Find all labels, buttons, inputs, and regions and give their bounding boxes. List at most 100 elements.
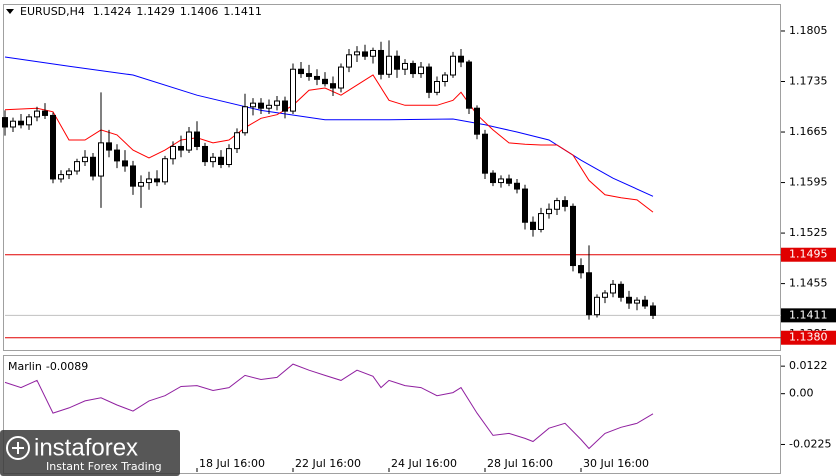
candle-body <box>506 178 512 184</box>
logo: instaforex Instant Forex Trading <box>0 430 180 476</box>
level-label: 1.1380 <box>789 331 828 344</box>
candle-body <box>154 178 160 183</box>
candle-body <box>298 68 304 75</box>
candle-body <box>498 178 504 184</box>
candle-body <box>130 165 136 187</box>
candle-body <box>426 66 432 93</box>
logo-tagline: Instant Forex Trading <box>46 460 162 473</box>
candle-body <box>338 66 344 89</box>
candle-body <box>378 49 384 75</box>
candle-body <box>74 161 80 172</box>
candle-body <box>594 296 600 316</box>
symbol: EURUSD,H4 <box>20 5 85 18</box>
candle-body <box>610 283 616 294</box>
candle-body <box>98 142 104 177</box>
level-box <box>781 247 836 262</box>
candle-body <box>34 110 40 118</box>
candle-body <box>418 66 424 75</box>
y2-tick-label: -0.0225 <box>789 437 831 450</box>
candle-body <box>634 299 640 304</box>
collapse-arrow <box>6 9 14 14</box>
candle-body <box>450 55 456 76</box>
candle-body <box>226 148 232 166</box>
main-panel <box>3 4 781 351</box>
candle-body <box>274 100 280 106</box>
y2-tick-label: 0.00 <box>789 387 814 400</box>
candle-body <box>586 272 592 316</box>
candle-body <box>642 299 648 307</box>
candle-body <box>90 156 96 177</box>
candle-body <box>234 132 240 150</box>
candle-body <box>354 51 360 56</box>
level-box <box>781 330 836 345</box>
candle-body <box>362 51 368 57</box>
candle-body <box>258 102 264 109</box>
candle-body <box>266 104 272 109</box>
candle-body <box>474 107 480 135</box>
open-value: 1.1424 <box>93 5 132 18</box>
x-tick-label: 30 Jul 16:00 <box>583 457 649 470</box>
candle-body <box>466 61 472 109</box>
candle-body <box>458 55 464 63</box>
y-tick-label: 1.1455 <box>789 277 828 290</box>
y-tick-label: 1.1595 <box>789 176 828 189</box>
indicator-line <box>4 363 654 450</box>
candle-body <box>146 178 152 184</box>
candle-body <box>346 54 352 68</box>
candle-body <box>602 292 608 298</box>
moving-average <box>4 74 654 213</box>
candle-body <box>554 200 560 210</box>
moving-average <box>4 56 654 197</box>
candle-body <box>562 200 568 207</box>
candle-body <box>114 149 120 162</box>
candle-body <box>242 106 248 134</box>
candle-body <box>290 68 296 112</box>
candle-body <box>122 160 128 167</box>
candle-body <box>626 296 632 304</box>
candle-body <box>514 182 520 190</box>
candle-body <box>402 62 408 70</box>
y-tick-label: 1.1735 <box>789 75 828 88</box>
logo-brand: instaforex <box>34 434 138 461</box>
current-price-label: 1.1411 <box>789 308 828 321</box>
candle-body <box>58 174 64 180</box>
x-tick-label: 18 Jul 16:00 <box>199 457 265 470</box>
indicator-name: Marlin <box>8 360 42 373</box>
candle-body <box>10 120 16 128</box>
candle-body <box>170 145 176 160</box>
candle-body <box>650 305 656 316</box>
candle-body <box>546 208 552 215</box>
chart-header: EURUSD,H4 1.1424 1.1429 1.1406 1.1411 <box>20 5 262 18</box>
candle-body <box>578 265 584 274</box>
logo-icon <box>6 436 30 460</box>
x-tick-label: 28 Jul 16:00 <box>487 457 553 470</box>
candle-body <box>386 55 392 75</box>
level-label: 1.1495 <box>789 248 828 261</box>
candle-body <box>202 145 208 163</box>
candle-body <box>434 81 440 93</box>
candle-body <box>482 133 488 174</box>
logo-icon-cross <box>12 442 24 454</box>
candle-body <box>410 62 416 75</box>
candle-body <box>162 158 168 183</box>
candle-body <box>442 74 448 83</box>
y-tick-label: 1.1525 <box>789 226 828 239</box>
candle-body <box>522 188 528 223</box>
candle-body <box>370 49 376 57</box>
candle-body <box>490 172 496 184</box>
close-value: 1.1411 <box>223 5 262 18</box>
candle-body <box>250 102 256 108</box>
indicator-panel <box>3 355 781 474</box>
candle-body <box>210 156 216 163</box>
candle-body <box>314 75 320 80</box>
candle-body <box>322 78 328 85</box>
candle-body <box>306 73 312 77</box>
candle-body <box>538 213 544 230</box>
candle-body <box>218 156 224 166</box>
y-tick-label: 1.1805 <box>789 24 828 37</box>
candle-body <box>2 117 8 128</box>
candle-body <box>530 221 536 230</box>
high-value: 1.1429 <box>136 5 175 18</box>
